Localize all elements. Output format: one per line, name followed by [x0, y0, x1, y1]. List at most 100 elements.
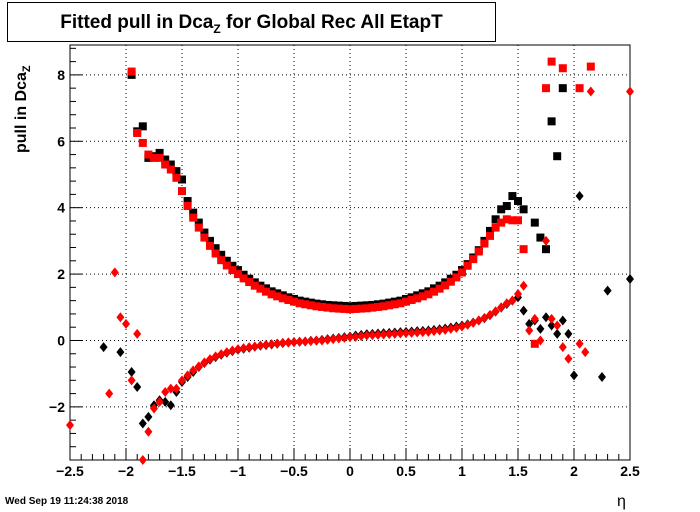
data-point-square	[374, 302, 382, 311]
data-point-square	[441, 281, 450, 290]
data-point-square	[211, 244, 220, 253]
data-point-square	[189, 208, 198, 217]
data-point-diamond	[256, 340, 265, 351]
data-point-square	[172, 167, 181, 176]
data-point-square	[256, 284, 265, 293]
data-point-square	[278, 294, 287, 303]
data-point-square	[161, 160, 170, 169]
data-point-diamond	[150, 403, 158, 414]
data-point-diamond	[166, 400, 175, 411]
data-point-square	[334, 304, 343, 313]
data-point-diamond	[514, 289, 522, 299]
data-point-square	[430, 287, 438, 296]
data-point-diamond	[122, 318, 130, 329]
y-tick-label: 6	[57, 133, 65, 149]
data-point-square	[172, 173, 181, 182]
data-point-square	[553, 152, 562, 161]
data-point-diamond	[525, 318, 534, 329]
data-point-square	[547, 57, 556, 66]
data-point-square	[239, 274, 248, 283]
data-point-diamond	[239, 343, 248, 354]
data-point-square	[480, 239, 489, 248]
x-tick-label: 1.5	[508, 463, 528, 479]
data-point-square	[178, 175, 186, 184]
x-tick-label: −0.5	[280, 463, 308, 479]
y-tick-label: 8	[57, 67, 65, 83]
data-point-square	[267, 290, 276, 299]
data-point-diamond	[138, 418, 147, 429]
data-point-square	[295, 299, 304, 308]
data-point-square	[586, 62, 595, 71]
data-point-diamond	[586, 86, 595, 97]
data-point-diamond	[346, 332, 354, 343]
data-point-diamond	[301, 336, 310, 347]
data-point-diamond	[575, 338, 584, 349]
data-point-diamond	[626, 274, 634, 285]
data-point-square	[144, 150, 153, 159]
data-point-square	[329, 304, 338, 313]
data-point-square	[558, 64, 567, 73]
data-point-square	[222, 261, 231, 270]
data-point-diamond	[564, 328, 573, 339]
data-point-diamond	[178, 375, 186, 386]
data-point-diamond	[558, 315, 567, 326]
data-point-diamond	[452, 322, 461, 333]
data-point-diamond	[262, 339, 270, 350]
data-point-square	[306, 301, 315, 310]
data-point-diamond	[312, 335, 321, 346]
data-point-square	[502, 215, 511, 224]
data-point-diamond	[133, 328, 142, 339]
data-point-diamond	[144, 411, 153, 422]
data-point-square	[446, 277, 455, 286]
data-point-square	[474, 247, 483, 256]
data-point-square	[217, 256, 226, 265]
data-point-diamond	[357, 331, 366, 342]
data-point-diamond	[519, 305, 528, 316]
y-tick-label: 2	[57, 266, 65, 282]
data-point-diamond	[228, 345, 237, 356]
data-point-square	[273, 292, 282, 301]
data-point-square	[547, 117, 556, 126]
data-point-diamond	[458, 321, 466, 332]
data-point-diamond	[222, 347, 231, 358]
data-point-diamond	[284, 337, 293, 348]
data-point-diamond	[273, 338, 282, 349]
data-point-diamond	[581, 347, 590, 358]
data-point-square	[575, 84, 584, 93]
data-point-diamond	[542, 312, 550, 323]
data-point-square	[508, 192, 517, 201]
data-point-diamond	[575, 191, 584, 202]
data-point-square	[211, 249, 220, 258]
data-point-square	[127, 67, 136, 76]
data-point-square	[290, 297, 298, 306]
data-point-diamond	[194, 361, 203, 372]
chart-title-box: Fitted pull in DcaZ for Global Rec All E…	[7, 2, 496, 42]
data-point-diamond	[424, 326, 433, 337]
data-point-diamond	[497, 302, 506, 313]
data-point-diamond	[250, 341, 259, 352]
data-point-square	[497, 205, 506, 214]
data-point-square	[486, 226, 494, 235]
data-point-square	[362, 304, 371, 313]
data-point-square	[301, 300, 310, 309]
data-point-diamond	[234, 344, 242, 355]
y-tick-label: 4	[57, 200, 65, 216]
data-point-diamond	[329, 334, 338, 345]
data-point-diamond	[390, 328, 399, 339]
data-point-square	[222, 256, 231, 265]
x-tick-label: 2.5	[620, 463, 640, 479]
data-point-diamond	[435, 325, 444, 336]
x-tick-label: −2.5	[56, 463, 84, 479]
data-point-diamond	[133, 381, 142, 392]
data-point-square	[418, 292, 427, 301]
data-point-square	[183, 202, 192, 211]
data-point-diamond	[446, 323, 455, 334]
data-point-square	[262, 287, 270, 296]
data-point-square	[407, 295, 416, 304]
data-point-diamond	[396, 328, 405, 339]
y-tick-label: −2	[49, 399, 65, 415]
data-point-diamond	[385, 329, 394, 340]
data-point-diamond	[553, 328, 562, 339]
data-point-square	[351, 304, 360, 313]
